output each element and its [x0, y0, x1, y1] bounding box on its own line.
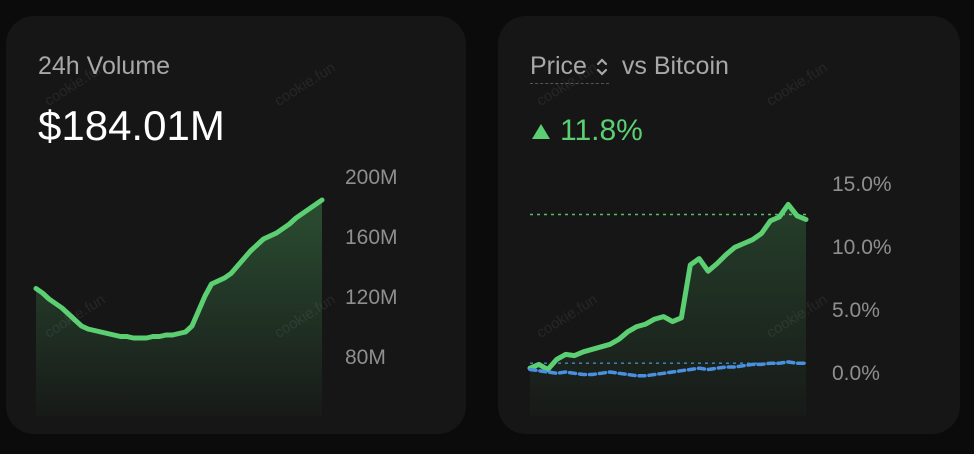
y-tick-label: 200M — [345, 166, 398, 189]
price-card: Price vs Bitcoin 11.8% 15.0% 10.0% 5.0% 0.0… — [498, 16, 960, 434]
price-chart: 15.0% 10.0% 5.0% 0.0% — [527, 173, 892, 416]
price-selector-label: Price — [530, 52, 587, 80]
y-tick-label: 0.0% — [832, 362, 880, 385]
price-card-title: Price vs Bitcoin — [530, 52, 729, 84]
chevron-up-down-icon — [596, 57, 608, 76]
y-tick-label: 5.0% — [832, 299, 880, 322]
y-tick-label: 10.0% — [832, 236, 892, 259]
y-tick-label: 120M — [345, 286, 398, 309]
price-change: 11.8% — [532, 114, 643, 148]
y-tick-label: 160M — [345, 226, 398, 249]
volume-series-line — [33, 197, 325, 341]
price-series-line — [527, 201, 809, 372]
volume-chart: 200M 160M 120M 80M — [33, 166, 398, 416]
volume-card-title: 24h Volume — [38, 52, 171, 80]
volume-card: 24h Volume $184.01M 200M 160M 120M 80M cook… — [6, 16, 466, 434]
volume-value: $184.01M — [38, 102, 225, 149]
price-area-fill — [530, 204, 806, 416]
price-change-value: 11.8% — [560, 114, 643, 147]
y-tick-label: 80M — [345, 346, 386, 369]
bitcoin-series-line — [528, 360, 808, 378]
price-metric-selector[interactable]: Price — [530, 52, 609, 84]
triangle-up-icon — [532, 123, 550, 139]
y-tick-label: 15.0% — [832, 173, 892, 196]
price-comparison-label: vs Bitcoin — [621, 52, 729, 80]
